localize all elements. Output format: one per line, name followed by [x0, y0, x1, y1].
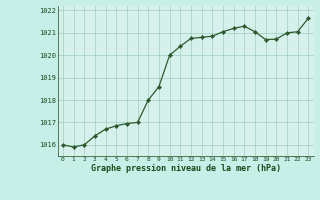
X-axis label: Graphe pression niveau de la mer (hPa): Graphe pression niveau de la mer (hPa) [91, 164, 281, 173]
